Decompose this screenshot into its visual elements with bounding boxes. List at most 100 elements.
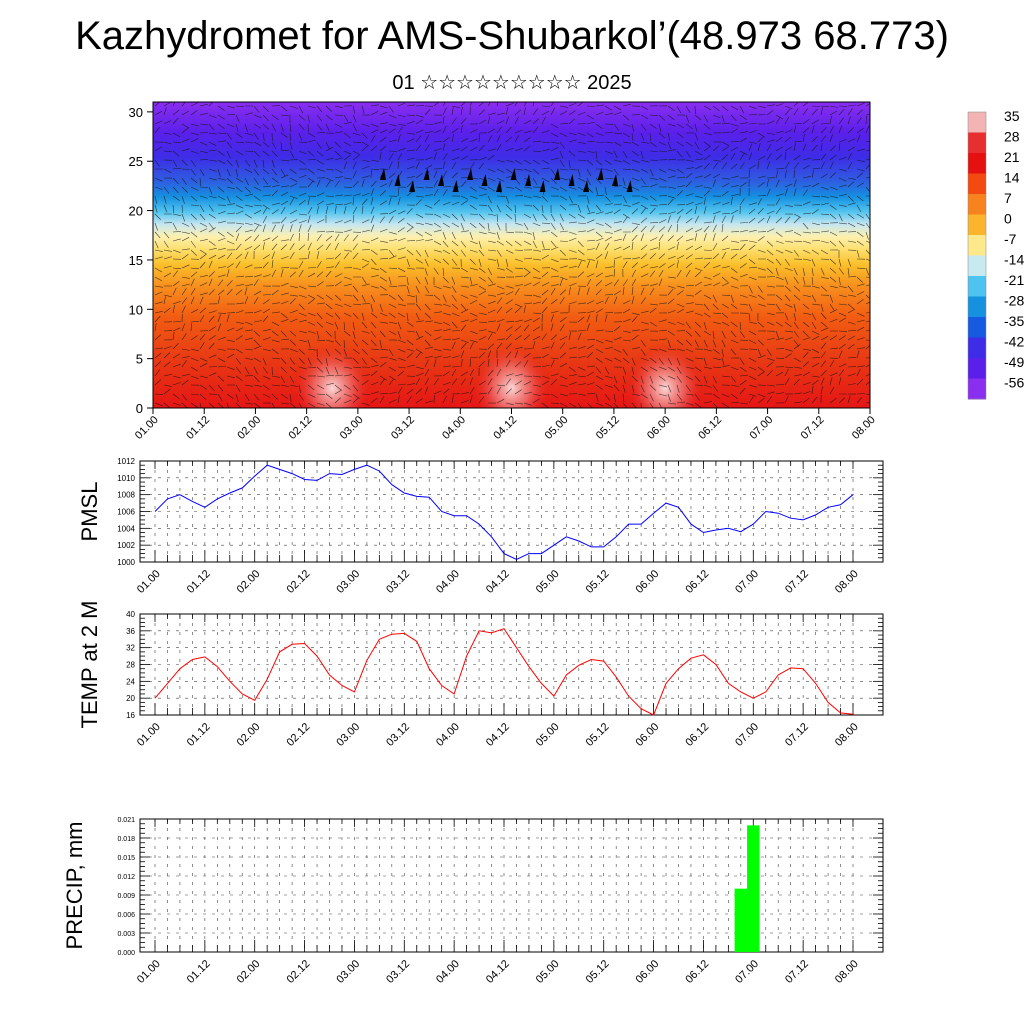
x-tick-label: 03.12 <box>384 958 412 986</box>
x-tick-label: 02.00 <box>235 568 263 596</box>
x-tick-label: 06.12 <box>683 568 711 596</box>
x-tick-label: 06.12 <box>683 721 711 749</box>
y-tick-label: 0.012 <box>117 874 135 881</box>
x-tick-label: 07.00 <box>747 414 775 442</box>
y-tick-label: 30 <box>129 105 143 120</box>
y-tick-label: 0.015 <box>117 855 135 862</box>
y-tick-label: 1008 <box>117 491 135 500</box>
x-tick-label: 01.00 <box>135 568 163 596</box>
colorbar-box <box>968 235 986 256</box>
y-axis-label: TEMP at 2 M <box>77 601 102 729</box>
x-tick-label: 06.12 <box>696 414 724 442</box>
colorbar-label: -28 <box>1004 293 1024 309</box>
colorbar-box <box>968 317 986 338</box>
colorbar-box <box>968 358 986 379</box>
y-tick-label: 1002 <box>117 541 135 550</box>
x-tick-label: 03.00 <box>334 958 362 986</box>
colorbar-box <box>968 132 986 154</box>
grid <box>140 818 883 953</box>
x-tick-label: 03.00 <box>334 721 362 749</box>
pmsl-line <box>154 464 854 561</box>
x-tick-label: 03.00 <box>334 568 362 596</box>
x-tick-label: 04.00 <box>440 414 468 442</box>
x-tick-label: 06.00 <box>633 721 661 749</box>
chart-title: Kazhydromet for AMS-Shubarkol’(48.973 68… <box>75 14 949 58</box>
colorbar-label: -35 <box>1004 313 1024 329</box>
x-tick-label: 05.12 <box>594 414 622 442</box>
y-tick-label: 28 <box>126 661 135 670</box>
x-tick-label: 04.12 <box>484 721 512 749</box>
y-tick-label: 0.018 <box>117 836 135 843</box>
colorbar-label: -56 <box>1004 375 1024 391</box>
colorbar-label: -14 <box>1004 252 1024 268</box>
colorbar-label: 7 <box>1004 190 1012 206</box>
y-tick-label: 0 <box>136 401 143 416</box>
y-tick-label: 24 <box>126 677 135 686</box>
x-tick-label: 04.00 <box>434 958 462 986</box>
wind-pennants <box>380 168 633 192</box>
y-tick-label: 0.006 <box>117 912 135 919</box>
x-tick-label: 07.00 <box>733 958 761 986</box>
y-tick-label: 16 <box>126 711 135 720</box>
grid <box>140 460 883 563</box>
x-tick-label: 01.12 <box>185 958 213 986</box>
x-tick-label: 02.00 <box>235 721 263 749</box>
colorbar-label: 14 <box>1004 170 1020 186</box>
x-tick-label: 07.12 <box>783 568 811 596</box>
colorbar: 35 28 21 14 7 0 -7 -14 -21 -28 -35 -42 -49 -56 <box>967 108 1024 400</box>
x-tick-label: 07.12 <box>783 721 811 749</box>
wind-barbs <box>154 102 870 408</box>
x-tick-label: 05.12 <box>584 568 612 596</box>
x-tick-label: 04.00 <box>434 721 462 749</box>
colorbar-label: -21 <box>1004 272 1024 288</box>
x-tick-label: 08.00 <box>833 568 861 596</box>
y-tick-label: 0.021 <box>117 817 135 824</box>
y-tick-label: 40 <box>126 610 135 619</box>
x-tick-label: 05.00 <box>534 568 562 596</box>
x-tick-label: 07.00 <box>733 568 761 596</box>
grid <box>140 613 883 716</box>
x-tick-label: 05.12 <box>584 958 612 986</box>
plot-frame <box>139 818 884 953</box>
x-tick-label: 05.12 <box>584 721 612 749</box>
y-tick-label: 5 <box>136 352 143 367</box>
x-tick-label: 07.00 <box>733 721 761 749</box>
x-tick-label: 03.00 <box>338 414 366 442</box>
x-tick-label: 08.00 <box>833 958 861 986</box>
x-tick-label: 08.00 <box>850 414 878 442</box>
x-tick-label: 01.00 <box>135 958 163 986</box>
x-tick-label: 06.00 <box>633 568 661 596</box>
x-tick-label: 01.12 <box>185 568 213 596</box>
precip-bar <box>747 825 760 952</box>
temp-2m-panel: 16 20 24 28 32 36 40 01.00 01.12 02.00 02.12 03.00 0… <box>77 601 884 749</box>
y-tick-label: 1004 <box>117 524 135 533</box>
x-tick-label: 05.00 <box>543 414 571 442</box>
x-tick-label: 07.12 <box>799 414 827 442</box>
y-tick-label: 1000 <box>117 558 135 567</box>
y-tick-label: 32 <box>126 644 135 653</box>
x-tick-label: 02.00 <box>235 958 263 986</box>
colorbar-box <box>968 255 986 277</box>
x-tick-label: 05.00 <box>534 721 562 749</box>
x-tick-label: 01.00 <box>135 721 163 749</box>
colorbar-label: 35 <box>1004 108 1020 124</box>
x-tick-label: 06.00 <box>633 958 661 986</box>
x-tick-label: 06.12 <box>683 958 711 986</box>
x-tick-label: 02.00 <box>235 414 263 442</box>
y-tick-label: 10 <box>129 302 143 317</box>
x-tick-label: 02.12 <box>284 721 312 749</box>
x-tick-label: 02.12 <box>287 414 315 442</box>
x-tick-label: 02.12 <box>284 568 312 596</box>
x-tick-label: 04.12 <box>491 414 519 442</box>
x-tick-label: 04.00 <box>434 568 462 596</box>
x-tick-label: 03.12 <box>389 414 417 442</box>
x-tick-label: 04.12 <box>484 568 512 596</box>
chart-subtitle: 01 ☆☆☆☆☆☆☆☆☆ 2025 <box>392 72 632 94</box>
x-tick-label: 04.12 <box>484 958 512 986</box>
colorbar-box <box>968 214 986 236</box>
precip-bar <box>734 888 748 952</box>
x-tick-label: 07.12 <box>783 958 811 986</box>
warm-core <box>471 342 552 408</box>
y-tick-label: 25 <box>129 154 143 169</box>
colorbar-label: -49 <box>1004 354 1024 370</box>
